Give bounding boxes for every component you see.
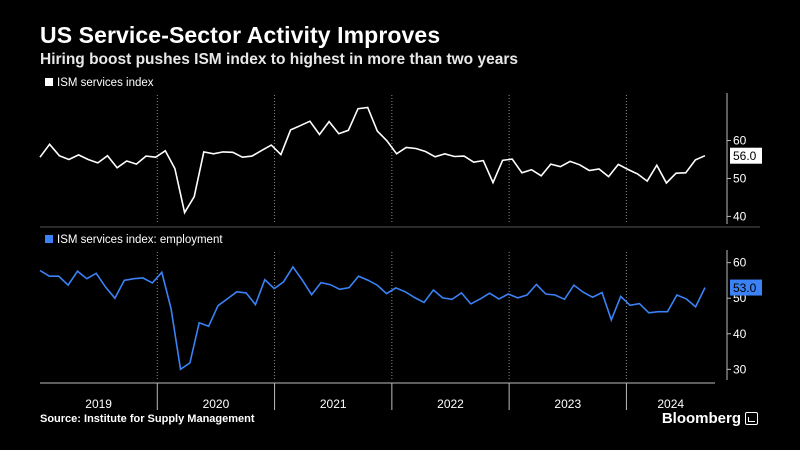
x-tick-label: 2024 xyxy=(657,397,684,411)
top-y-tick-label: 60 xyxy=(733,134,747,148)
bottom-last-value-label: 53.0 xyxy=(733,281,757,295)
bottom-y-tick-label: 30 xyxy=(733,362,747,376)
bloomberg-chart-icon xyxy=(745,412,758,425)
x-tick-label: 2022 xyxy=(437,397,464,411)
bottom-y-tick-label: 60 xyxy=(733,256,747,270)
bottom-panel: ISM services index: employment 30405060 … xyxy=(39,234,762,380)
top-legend-label: ISM services index xyxy=(57,77,154,89)
chart-subtitle: Hiring boost pushes ISM index to highest… xyxy=(40,51,518,68)
top-y-tick-label: 50 xyxy=(733,171,747,185)
x-axis: 2019 2020 2021 2022 2023 2024 xyxy=(40,382,715,411)
x-tick-label: 2020 xyxy=(203,397,230,411)
top-y-axis: 40 50 60 xyxy=(726,93,747,224)
bottom-series-line xyxy=(39,265,706,371)
bottom-last-value-badge xyxy=(730,279,762,296)
x-tick-label: 2023 xyxy=(554,397,581,411)
bottom-grid xyxy=(156,252,627,380)
bottom-legend-label: ISM services index: employment xyxy=(57,234,223,246)
x-tick-label: 2021 xyxy=(320,397,347,411)
chart-title: US Service-Sector Activity Improves xyxy=(40,22,441,48)
top-legend-swatch xyxy=(45,78,53,86)
source-note: Source: Institute for Supply Management xyxy=(40,413,255,425)
bottom-y-tick-label: 40 xyxy=(733,327,747,341)
top-grid xyxy=(156,95,627,224)
x-tick-label: 2019 xyxy=(85,397,112,411)
bottom-legend-swatch xyxy=(45,235,53,243)
bloomberg-logo: Bloomberg xyxy=(662,410,758,427)
top-last-value-badge xyxy=(730,147,762,164)
brand-label: Bloomberg xyxy=(661,410,741,427)
top-y-tick-label: 40 xyxy=(733,209,747,223)
top-panel: ISM services index 40 50 60 56.0 xyxy=(39,77,762,224)
top-series-line xyxy=(39,106,706,215)
top-last-value-label: 56.0 xyxy=(733,149,757,163)
